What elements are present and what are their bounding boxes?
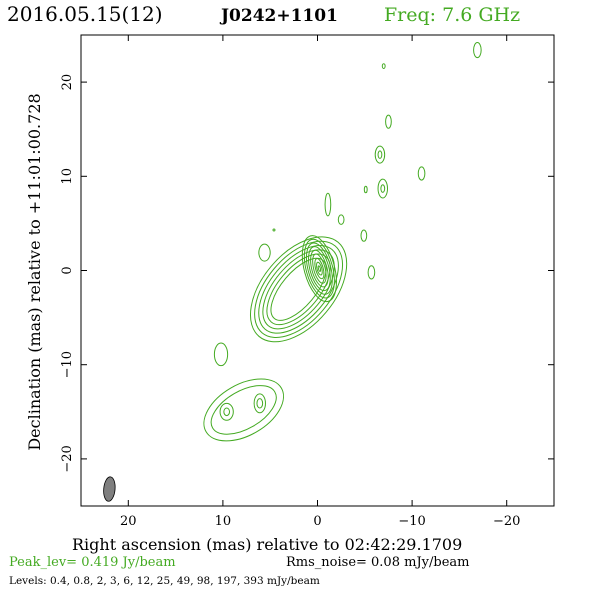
contour-blob-2 xyxy=(337,214,345,225)
contour-blob-5 xyxy=(360,229,368,242)
y-tick-label: −10 xyxy=(60,351,75,378)
contour-west-knot-2 xyxy=(380,184,386,193)
contour-west-west-knot-2 xyxy=(377,150,383,159)
restoring-beam xyxy=(103,476,116,502)
contour-blob-10 xyxy=(381,63,386,69)
x-axis-label: Right ascension (mas) relative to 02:42:… xyxy=(72,535,462,554)
x-tick-label: 0 xyxy=(313,514,321,529)
y-tick-label: 10 xyxy=(60,168,75,185)
x-tick-label: −10 xyxy=(398,514,425,529)
frequency-label: Freq: 7.6 GHz xyxy=(384,4,520,26)
y-tick-label: −20 xyxy=(60,445,75,472)
y-tick-label: 0 xyxy=(60,266,75,274)
contour-south-blob-1 xyxy=(213,342,229,367)
x-tick-label: 20 xyxy=(120,514,137,529)
contour-inner-jet-3 xyxy=(258,245,339,334)
contour-west-west-knot-1 xyxy=(374,145,386,164)
contour-southern-knot-1 xyxy=(203,378,284,442)
contour-inner-jet-2 xyxy=(254,240,344,338)
rms-noise: Rms_noise= 0.08 mJy/beam xyxy=(286,555,469,570)
contour-blob-3 xyxy=(258,243,271,262)
contour-core-9 xyxy=(317,265,322,272)
contour-north-west-feature-1 xyxy=(473,42,482,59)
peak-level: Peak_lev= 0.419 Jy/beam xyxy=(9,555,176,570)
contour-levels: Levels: 0.4, 0.8, 2, 3, 6, 12, 25, 49, 9… xyxy=(9,575,320,587)
contour-blob-1 xyxy=(324,192,332,217)
axis-ticks: 20 10 0 −10 −20 20 10 0 −10 −20 xyxy=(60,35,554,529)
contour-core-1 xyxy=(301,235,337,303)
contour-southern-subknot-b-1 xyxy=(253,393,266,414)
source-name: J0242+1101 xyxy=(219,6,338,26)
contour-inner-jet-5 xyxy=(266,253,331,326)
contour-inner-jet-6 xyxy=(270,257,327,321)
x-tick-label: 10 xyxy=(215,514,232,529)
contour-southern-subknot-a-1 xyxy=(219,402,234,421)
contour-west-knot-1 xyxy=(377,178,389,199)
contour-layer xyxy=(203,42,482,442)
contour-blob-4 xyxy=(272,228,276,232)
contour-southern-knot-2 xyxy=(210,385,277,435)
x-tick-label: −20 xyxy=(493,514,520,529)
contour-core-4 xyxy=(308,246,331,292)
contour-southern-subknot-b-2 xyxy=(256,398,264,409)
epoch-label: 2016.05.15(12) xyxy=(7,2,163,26)
y-tick-label: 20 xyxy=(60,74,75,91)
beam-ellipse xyxy=(103,476,116,502)
contour-inner-jet-1 xyxy=(249,236,348,343)
contour-inner-jet-4 xyxy=(262,249,335,330)
contour-blob-6 xyxy=(367,265,376,280)
contour-blob-9 xyxy=(417,166,426,181)
contour-southern-subknot-a-2 xyxy=(223,407,231,417)
contour-blob-8 xyxy=(385,114,392,129)
y-axis-label: Declination (mas) relative to +11:01:00.… xyxy=(25,93,44,450)
contour-core-8 xyxy=(316,261,323,276)
contour-blob-7 xyxy=(363,185,368,194)
